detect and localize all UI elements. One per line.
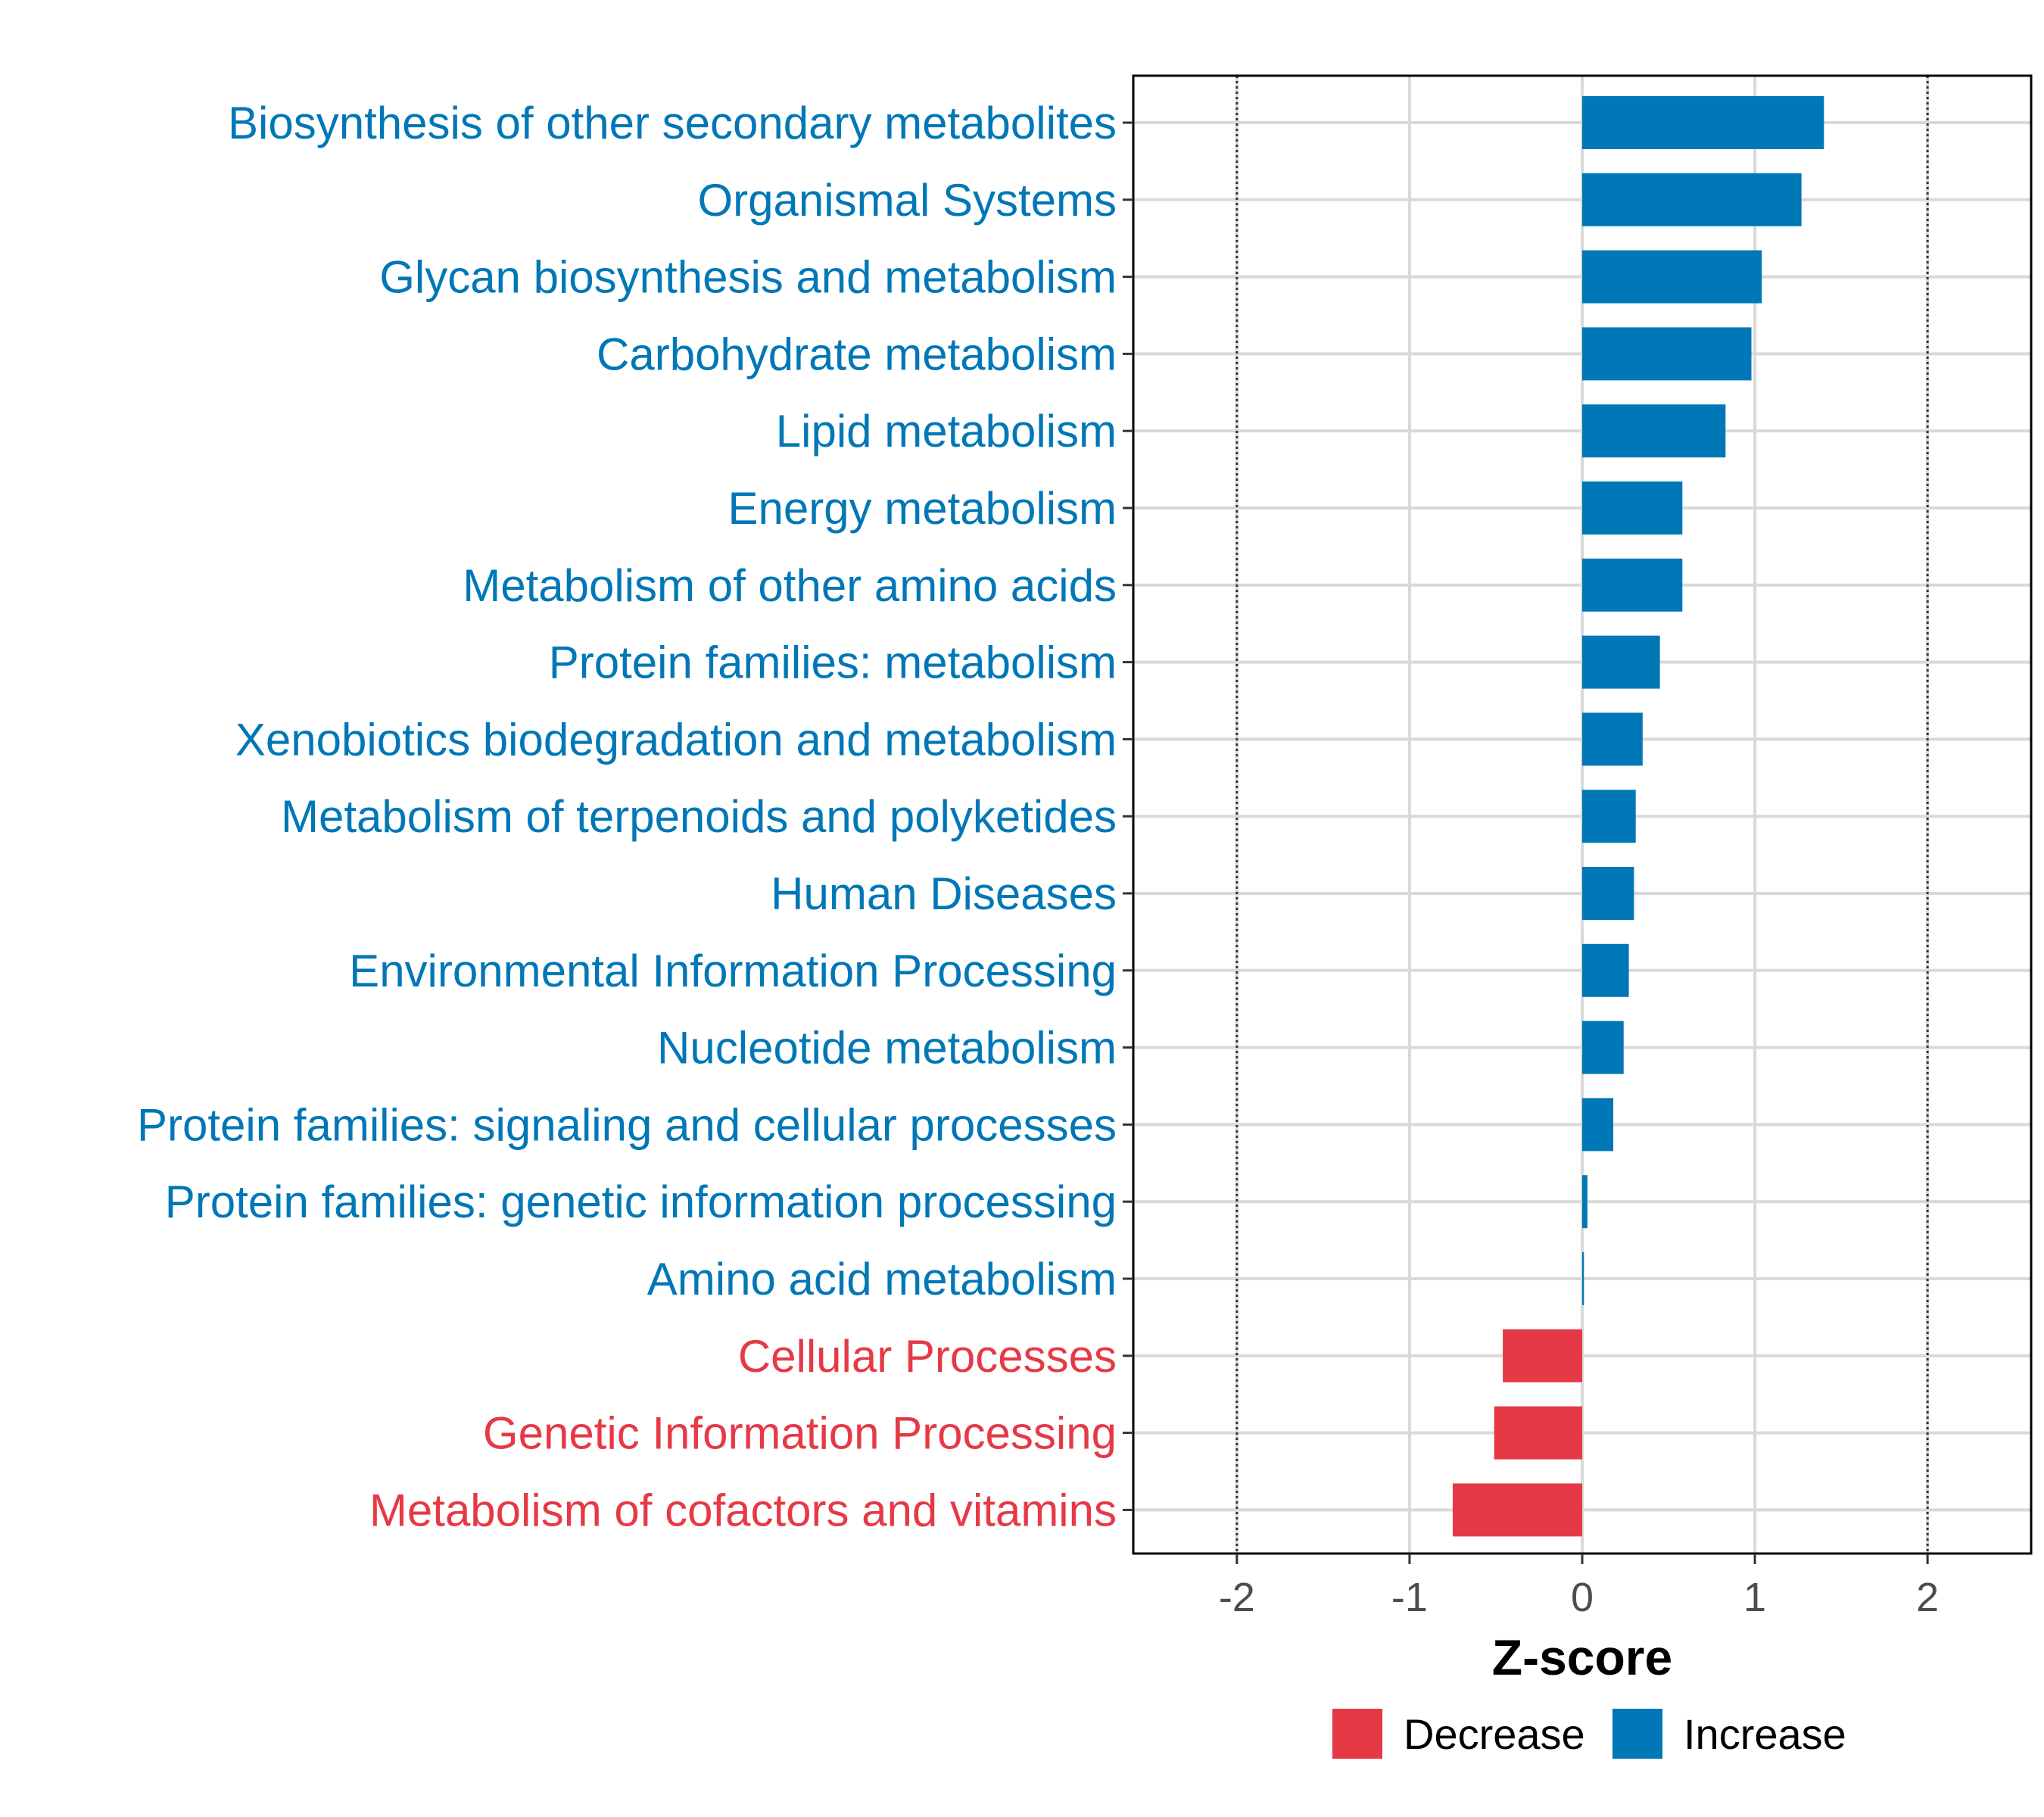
bar-19 bbox=[1452, 1483, 1582, 1537]
legend-key-increase bbox=[1612, 1709, 1662, 1759]
category-label: Biosynthesis of other secondary metaboli… bbox=[228, 98, 1117, 148]
category-label: Carbohydrate metabolism bbox=[597, 329, 1117, 379]
category-label: Glycan biosynthesis and metabolism bbox=[379, 252, 1117, 303]
bar-8 bbox=[1582, 635, 1660, 689]
bar-14 bbox=[1582, 1098, 1614, 1152]
category-label: Organismal Systems bbox=[698, 175, 1117, 226]
bar-5 bbox=[1582, 404, 1726, 458]
category-label: Protein families: metabolism bbox=[549, 637, 1117, 688]
reference-lines bbox=[1235, 76, 1929, 1554]
legend: Decrease Increase bbox=[1332, 1709, 1846, 1759]
x-tick-labels: -2 -1 0 1 2 bbox=[1219, 1575, 1939, 1620]
x-tick-label: 2 bbox=[1916, 1575, 1939, 1620]
category-label: Metabolism of other amino acids bbox=[463, 560, 1117, 611]
category-labels: Biosynthesis of other secondary metaboli… bbox=[137, 98, 1117, 1535]
bar-18 bbox=[1494, 1406, 1582, 1460]
bar-3 bbox=[1582, 250, 1762, 304]
bar-1 bbox=[1582, 96, 1824, 149]
bar-2 bbox=[1582, 173, 1802, 226]
axis-ticks bbox=[1123, 121, 1929, 1564]
category-label: Metabolism of terpenoids and polyketides bbox=[281, 791, 1117, 842]
bar-4 bbox=[1582, 327, 1752, 381]
category-label: Protein families: genetic information pr… bbox=[165, 1177, 1117, 1227]
x-axis-title: Z-score bbox=[1492, 1629, 1672, 1685]
bar-13 bbox=[1582, 1021, 1624, 1074]
bar-10 bbox=[1582, 790, 1636, 843]
x-tick-label: 0 bbox=[1571, 1575, 1594, 1620]
bar-9 bbox=[1582, 712, 1643, 766]
category-label: Genetic Information Processing bbox=[483, 1408, 1117, 1459]
category-label: Cellular Processes bbox=[738, 1331, 1117, 1382]
legend-label-decrease: Decrease bbox=[1404, 1710, 1585, 1758]
bar-7 bbox=[1582, 558, 1683, 612]
category-label: Energy metabolism bbox=[728, 483, 1117, 534]
bar-11 bbox=[1582, 867, 1634, 920]
category-label: Lipid metabolism bbox=[776, 406, 1117, 457]
bar-12 bbox=[1582, 943, 1629, 997]
category-label: Human Diseases bbox=[771, 868, 1117, 919]
category-label: Environmental Information Processing bbox=[349, 946, 1117, 996]
bars-layer bbox=[1452, 96, 1824, 1537]
legend-key-decrease bbox=[1332, 1709, 1382, 1759]
category-label: Xenobiotics biodegradation and metabolis… bbox=[235, 714, 1117, 765]
x-tick-label: 1 bbox=[1743, 1575, 1766, 1620]
bar-6 bbox=[1582, 482, 1683, 535]
legend-label-increase: Increase bbox=[1684, 1710, 1846, 1758]
bar-17 bbox=[1503, 1329, 1582, 1382]
category-label: Nucleotide metabolism bbox=[657, 1023, 1117, 1074]
category-label: Amino acid metabolism bbox=[647, 1254, 1117, 1304]
category-label: Protein families: signaling and cellular… bbox=[137, 1099, 1117, 1150]
bar-15 bbox=[1582, 1175, 1588, 1229]
category-label: Metabolism of cofactors and vitamins bbox=[369, 1485, 1117, 1535]
x-tick-label: -2 bbox=[1219, 1575, 1255, 1620]
x-tick-label: -1 bbox=[1391, 1575, 1428, 1620]
bar-16 bbox=[1582, 1252, 1584, 1305]
